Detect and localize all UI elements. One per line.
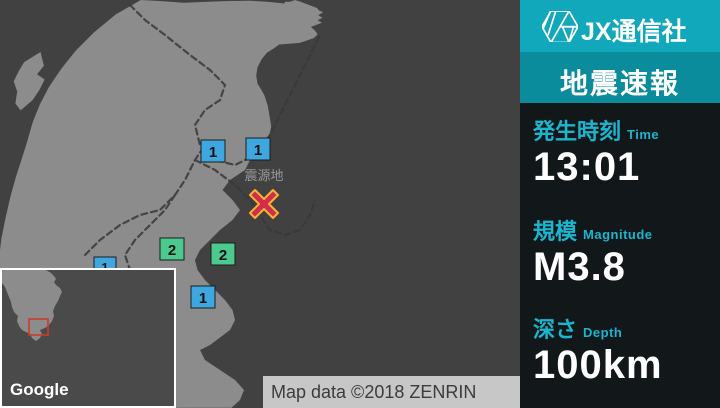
svg-text:2: 2: [168, 242, 176, 259]
svg-text:1: 1: [209, 144, 217, 161]
svg-text:震源地: 震源地: [244, 168, 283, 183]
svg-text:2: 2: [219, 247, 227, 264]
svg-text:1: 1: [254, 142, 262, 159]
svg-text:1: 1: [199, 290, 207, 307]
